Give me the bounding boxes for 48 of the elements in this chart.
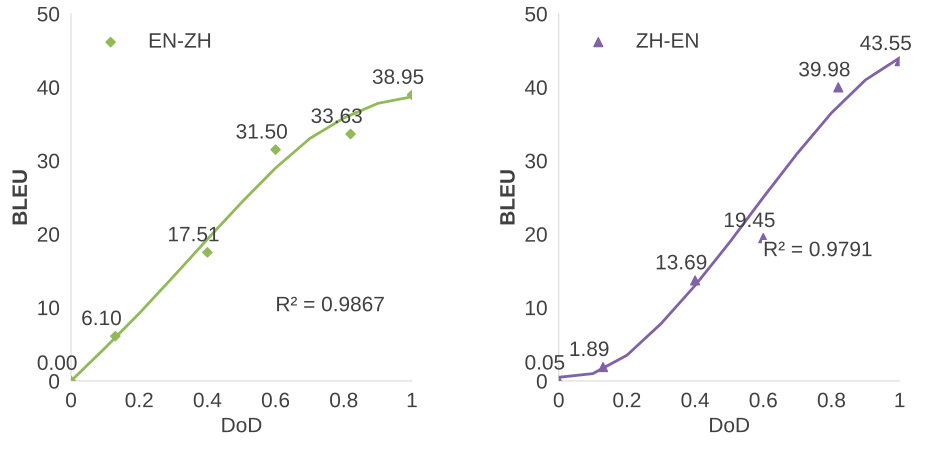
y-tick-label: 0 — [49, 374, 60, 389]
y-tick-label: 10 — [526, 300, 547, 316]
point — [202, 247, 213, 258]
y-tick-label: 30 — [525, 154, 547, 168]
point — [345, 128, 356, 140]
y-tick-label: 20 — [525, 227, 547, 242]
y-tick-label: 30 — [38, 154, 60, 168]
data-label: 38.95 — [372, 69, 424, 84]
point — [690, 275, 700, 286]
y-tick-label: 10 — [38, 300, 60, 316]
x-tick-label: 1 — [408, 392, 417, 408]
x-tick-label: 0.4 — [681, 392, 709, 408]
y-tick-label: 20 — [38, 227, 60, 242]
data-label: 39.98 — [799, 62, 850, 76]
point — [598, 362, 608, 372]
data-label: 0.00 — [38, 355, 77, 370]
legend-label: EN-ZH — [150, 33, 210, 48]
x-tick-label: 0.6 — [262, 392, 290, 408]
x-tick-label: 0.6 — [750, 392, 777, 408]
y-tick-label: 50 — [525, 6, 547, 22]
x-axis-title: DoD — [710, 418, 750, 432]
y-tick-label: 0 — [536, 374, 547, 389]
data-label: 0.05 — [525, 354, 564, 370]
x-tick-label: 0.4 — [194, 392, 222, 408]
x-tick-label: 0.8 — [330, 392, 358, 408]
x-tick-label: 1 — [895, 392, 904, 408]
x-tick-label: 0 — [66, 392, 76, 408]
x-tick-label: 0 — [554, 392, 564, 408]
data-label: 31.50 — [236, 124, 287, 139]
x-tick-label: 0.8 — [818, 392, 846, 408]
point — [833, 82, 844, 92]
y-axis-title: BLEU — [12, 170, 28, 224]
y-tick-label: 40 — [524, 80, 547, 95]
point — [110, 330, 121, 342]
legend-label: ZH-EN — [636, 33, 698, 48]
annotation: R² = 0.9791 — [764, 242, 872, 256]
data-label: 1.89 — [570, 341, 608, 356]
x-axis-title: DoD — [222, 418, 262, 432]
y-axis-title: BLEU — [500, 170, 515, 224]
x-tick-label: 0.2 — [126, 392, 153, 408]
y-tick-label: 40 — [37, 80, 60, 95]
point — [270, 144, 281, 155]
x-tick-label: 0.2 — [613, 392, 640, 408]
y-tick-label: 50 — [38, 6, 60, 22]
data-label: 43.55 — [860, 35, 911, 50]
data-label: 6.10 — [82, 310, 121, 326]
annotation: R² = 0.9867 — [277, 296, 384, 312]
data-label: 13.69 — [656, 254, 706, 270]
